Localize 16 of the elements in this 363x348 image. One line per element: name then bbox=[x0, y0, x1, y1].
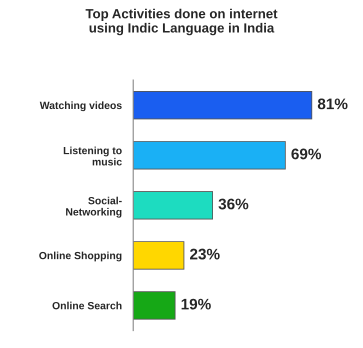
bar bbox=[133, 291, 176, 320]
data-label: 19% bbox=[182, 298, 211, 310]
data-label: 69% bbox=[291, 148, 322, 160]
bar bbox=[133, 91, 312, 120]
data-label: 23% bbox=[190, 248, 220, 260]
bar bbox=[133, 241, 184, 270]
bar bbox=[133, 191, 214, 220]
y-tick-label: Social- Networking bbox=[66, 196, 122, 218]
data-label: 36% bbox=[218, 198, 248, 210]
y-tick-label: Online Search bbox=[52, 302, 122, 310]
y-tick-label: Watching videos bbox=[40, 101, 122, 112]
bar bbox=[133, 141, 286, 170]
y-tick-label: Online Shopping bbox=[39, 252, 122, 262]
y-tick-label: Listening to music bbox=[64, 146, 122, 166]
chart-title: Top Activities done on internet using Indic Language in India bbox=[86, 8, 278, 36]
data-label: 81% bbox=[318, 98, 348, 110]
